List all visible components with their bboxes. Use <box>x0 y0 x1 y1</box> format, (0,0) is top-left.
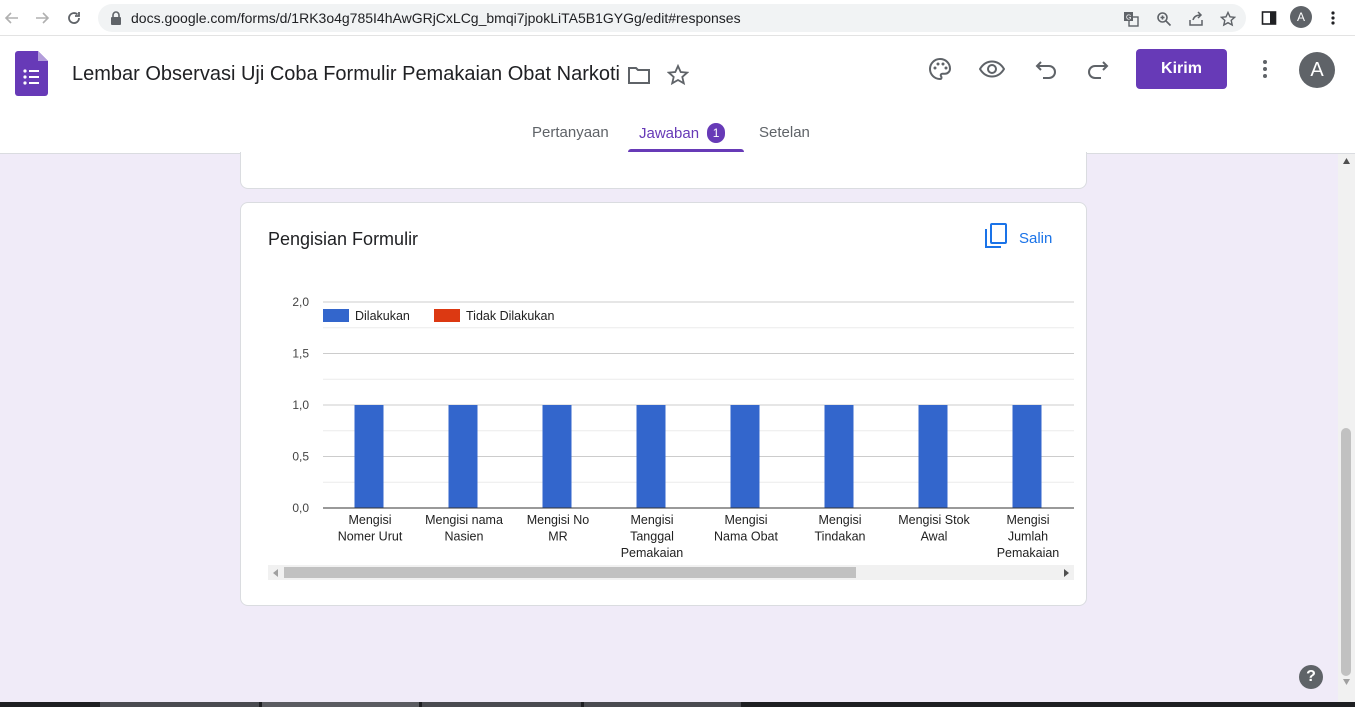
y-tick-label: 0,0 <box>292 501 309 515</box>
bar-dilakukan <box>730 405 760 508</box>
legend-swatch <box>434 309 460 322</box>
svg-text:G: G <box>1126 15 1131 22</box>
x-category-label: Mengisi Nomer Urut <box>338 513 403 544</box>
bar-dilakukan <box>1012 405 1042 508</box>
browser-menu-icon[interactable] <box>1322 7 1344 29</box>
browser-toolbar: docs.google.com/forms/d/1RK3o4g785I4hAwG… <box>0 0 1355 36</box>
legend-label: Dilakukan <box>355 309 410 323</box>
tab-label: Pertanyaan <box>532 124 609 141</box>
active-tab-indicator <box>628 149 744 152</box>
chart-card-title: Pengisian Formulir <box>268 229 419 249</box>
preview-eye-icon[interactable] <box>978 55 1006 83</box>
share-icon[interactable] <box>1187 10 1205 28</box>
google-forms-logo-icon[interactable] <box>15 51 48 101</box>
form-title[interactable]: Lembar Observasi Uji Coba Formulir Pemak… <box>72 63 620 85</box>
taskbar-item[interactable] <box>100 702 259 707</box>
folder-icon[interactable] <box>625 61 653 89</box>
os-taskbar <box>0 702 1355 707</box>
reload-icon[interactable] <box>64 8 84 28</box>
tab-label: Setelan <box>759 124 810 141</box>
redo-icon[interactable] <box>1084 55 1112 83</box>
tab-label: Jawaban <box>639 124 700 142</box>
back-icon[interactable] <box>2 8 22 28</box>
scroll-down-icon[interactable] <box>1342 678 1351 686</box>
scroll-right-icon[interactable] <box>1061 568 1071 578</box>
y-tick-label: 2,0 <box>292 295 309 309</box>
help-button[interactable]: ? <box>1299 665 1323 689</box>
x-category-label: Mengisi No MR <box>527 513 590 544</box>
scrollbar-thumb[interactable] <box>1341 428 1351 676</box>
y-tick-label: 0,5 <box>292 450 309 464</box>
tab-questions[interactable]: Pertanyaan <box>532 124 609 141</box>
x-category-label: Mengisi Tanggal Pemakaian <box>621 513 684 560</box>
scroll-up-icon[interactable] <box>1342 157 1351 165</box>
bar-dilakukan <box>918 405 948 508</box>
side-panel-icon[interactable] <box>1258 7 1280 29</box>
chart-horizontal-scrollbar[interactable] <box>268 565 1074 580</box>
x-category-label: Mengisi Nama Obat <box>714 513 778 544</box>
browser-profile-avatar[interactable]: A <box>1290 6 1312 28</box>
star-icon[interactable] <box>664 61 692 89</box>
bar-dilakukan <box>824 405 854 508</box>
bar-dilakukan <box>542 405 572 508</box>
bar-dilakukan <box>354 405 384 508</box>
x-category-label: Mengisi Jumlah Pemakaian <box>997 513 1060 560</box>
account-avatar[interactable]: A <box>1299 52 1335 88</box>
send-button[interactable]: Kirim <box>1136 49 1227 89</box>
scrollbar-thumb[interactable] <box>284 567 856 578</box>
more-options-icon[interactable] <box>1251 55 1279 83</box>
taskbar-item[interactable] <box>262 702 419 707</box>
bar-chart: 0,0 0,5 1,0 1,5 2,0 Mengisi Nomer Urut Mengisi … <box>292 295 1074 560</box>
lock-icon <box>110 11 122 30</box>
y-tick-label: 1,0 <box>292 398 309 412</box>
copy-icon <box>985 223 1007 253</box>
bar-dilakukan <box>636 405 666 508</box>
forms-header: Lembar Observasi Uji Coba Formulir Pemak… <box>0 36 1355 154</box>
url-text: docs.google.com/forms/d/1RK3o4g785I4hAwG… <box>131 10 741 26</box>
undo-icon[interactable] <box>1032 55 1060 83</box>
x-category-label: Mengisi Stok Awal <box>898 513 970 544</box>
page-vertical-scrollbar[interactable] <box>1338 154 1355 702</box>
copy-button-label: Salin <box>1019 229 1053 247</box>
translate-icon[interactable]: G <box>1122 10 1140 28</box>
address-bar[interactable]: docs.google.com/forms/d/1RK3o4g785I4hAwG… <box>98 4 1246 32</box>
taskbar-item[interactable] <box>584 702 741 707</box>
tab-settings[interactable]: Setelan <box>759 124 810 141</box>
copy-chart-button[interactable]: Salin <box>985 223 1052 253</box>
summary-chart-card: Pengisian Formulir Salin 0,0 0,5 1,0 1,5 2,0… <box>240 202 1087 606</box>
previous-question-card <box>240 152 1087 189</box>
palette-icon[interactable] <box>926 55 954 83</box>
zoom-icon[interactable] <box>1155 10 1173 28</box>
x-category-label: Mengisi Tindakan <box>815 513 866 544</box>
legend-label: Tidak Dilakukan <box>466 309 555 323</box>
tab-responses[interactable]: Jawaban 1 <box>639 123 726 144</box>
legend-swatch <box>323 309 349 322</box>
scroll-left-icon[interactable] <box>271 568 281 578</box>
forward-icon[interactable] <box>32 8 52 28</box>
bookmark-star-icon[interactable] <box>1219 10 1237 28</box>
taskbar-item[interactable] <box>422 702 581 707</box>
bar-dilakukan <box>448 405 478 508</box>
x-category-label: Mengisi nama Nasien <box>425 513 503 544</box>
response-count-badge: 1 <box>707 123 726 143</box>
y-tick-label: 1,5 <box>292 347 309 361</box>
